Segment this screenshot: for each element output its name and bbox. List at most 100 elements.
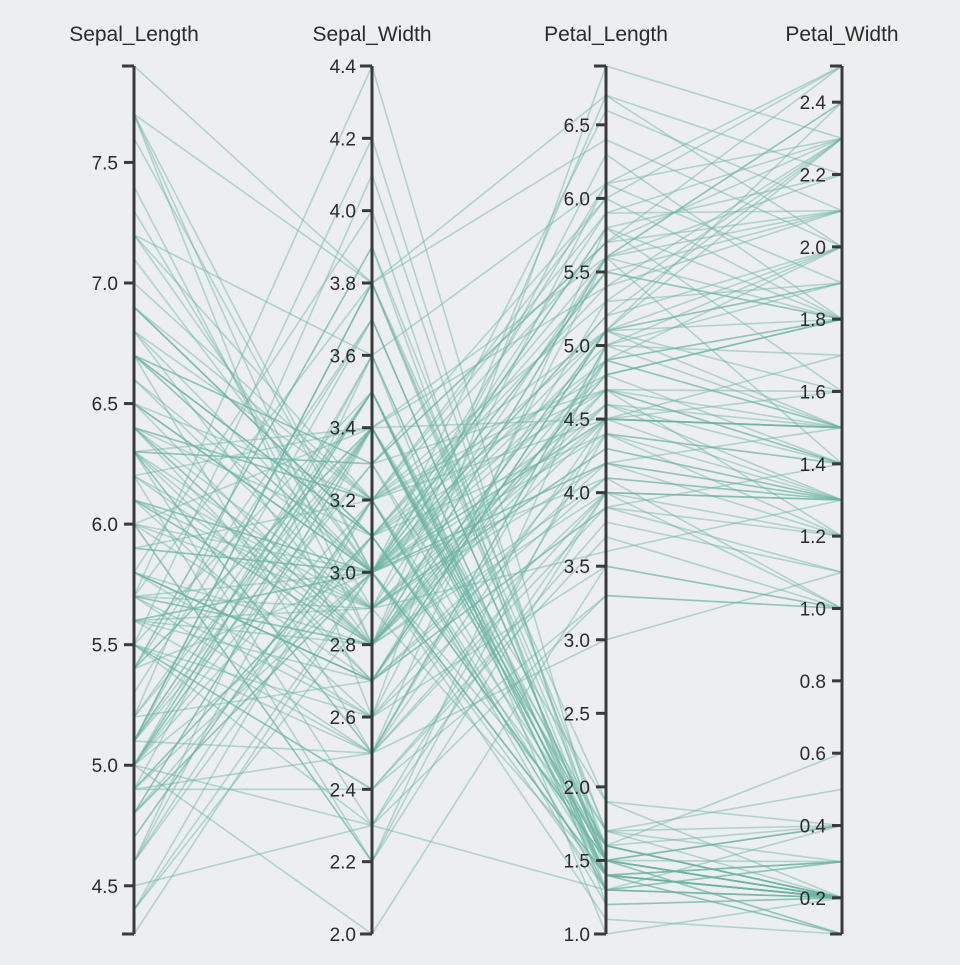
tick-label: 6.5 xyxy=(564,116,590,137)
data-line xyxy=(133,353,843,935)
data-line xyxy=(133,244,843,832)
tick-label: 4.0 xyxy=(330,202,356,223)
data-line xyxy=(133,534,843,899)
data-line xyxy=(133,246,843,501)
tick-label: 1.8 xyxy=(800,310,826,331)
data-line xyxy=(133,209,843,574)
tick-label: 7.5 xyxy=(92,153,118,174)
data-line xyxy=(133,498,843,899)
data-line xyxy=(133,317,843,862)
data-line xyxy=(133,418,843,610)
data-line xyxy=(133,173,843,646)
tick-label: 2.8 xyxy=(330,636,356,657)
data-line xyxy=(133,282,843,755)
data-line xyxy=(133,209,843,574)
data-line xyxy=(133,137,843,501)
data-line xyxy=(133,824,843,891)
data-line xyxy=(133,246,843,574)
tick-label: 5.0 xyxy=(564,337,590,358)
data-line xyxy=(133,570,843,911)
data-line xyxy=(133,418,843,864)
axis-sepal_width: 2.0 2.2 2.4 2.6 2.8 3.0 3.2 3.4 3.6 3.8 4.0 4.2 4.4 S… xyxy=(312,23,431,946)
data-line xyxy=(133,571,843,935)
data-line xyxy=(133,173,843,574)
data-line xyxy=(133,426,843,899)
data-line xyxy=(133,477,843,646)
data-line xyxy=(133,447,843,610)
data-line xyxy=(133,318,843,646)
data-line xyxy=(133,418,843,622)
data-line xyxy=(133,462,843,610)
tick-label: 3.0 xyxy=(330,563,356,584)
data-line xyxy=(133,209,843,538)
data-line xyxy=(134,594,843,791)
tick-label: 1.5 xyxy=(564,851,590,872)
data-line xyxy=(133,498,843,899)
data-line xyxy=(133,318,843,574)
tick-label: 1.6 xyxy=(800,383,826,404)
data-line xyxy=(133,378,843,610)
tick-label: 2.0 xyxy=(330,925,356,946)
data-line xyxy=(133,172,843,935)
data-line xyxy=(133,282,843,501)
data-line xyxy=(133,426,843,574)
tick-label: 2.4 xyxy=(330,780,357,801)
data-line xyxy=(133,403,843,646)
data-line xyxy=(133,109,843,575)
data-line xyxy=(133,244,843,891)
axis-petal_width: 0.2 0.4 0.6 0.8 1.0 1.2 1.4 1.6 1.8 2.0 2.2 2.4 Peta… xyxy=(785,23,899,936)
tick-label: 2.6 xyxy=(330,708,356,729)
data-line xyxy=(133,208,843,906)
data-line xyxy=(133,426,843,862)
data-line xyxy=(133,389,843,891)
data-line xyxy=(133,506,843,682)
data-line xyxy=(133,182,843,647)
data-line xyxy=(133,534,843,935)
data-line xyxy=(133,317,843,899)
data-line xyxy=(133,354,843,538)
tick-label: 1.4 xyxy=(800,455,827,476)
data-line xyxy=(133,462,843,598)
tick-label: 1.0 xyxy=(564,925,590,946)
tick-label: 2.0 xyxy=(564,778,590,799)
data-line xyxy=(133,570,843,935)
tick-label: 1.2 xyxy=(800,527,826,548)
data-line xyxy=(133,94,843,285)
data-line xyxy=(133,94,843,647)
tick-label: 6.0 xyxy=(564,189,590,210)
data-line xyxy=(133,498,843,906)
data-line xyxy=(133,534,843,899)
tick-label: 5.0 xyxy=(92,756,118,777)
data-line xyxy=(133,353,843,899)
data-line xyxy=(133,607,843,911)
tick-label: 6.0 xyxy=(92,515,118,536)
data-line xyxy=(133,317,843,899)
data-line xyxy=(133,281,843,863)
data-line xyxy=(133,318,843,549)
data-lines xyxy=(133,63,843,936)
data-line xyxy=(133,101,843,646)
data-line xyxy=(133,403,843,574)
data-line xyxy=(133,281,843,827)
tick-label: 4.5 xyxy=(564,410,590,431)
data-line xyxy=(133,378,843,574)
data-line xyxy=(133,491,843,755)
axis-title: Sepal_Length xyxy=(69,23,199,46)
data-line xyxy=(133,226,843,574)
data-line xyxy=(133,388,843,610)
data-line xyxy=(133,462,843,832)
axes: 4.55.05.56.06.57.07.5Sepal_Length2.02.22… xyxy=(69,23,898,946)
data-line xyxy=(133,565,843,936)
data-line xyxy=(133,426,843,899)
data-line xyxy=(133,418,843,646)
tick-label: 3.5 xyxy=(564,557,590,578)
tick-label: 4.4 xyxy=(330,57,357,78)
data-line xyxy=(133,534,843,899)
tick-label: 0.8 xyxy=(800,672,826,693)
data-line xyxy=(133,432,843,718)
data-line xyxy=(133,389,843,877)
data-line xyxy=(133,462,843,899)
data-line xyxy=(133,136,843,899)
data-line xyxy=(133,101,843,453)
